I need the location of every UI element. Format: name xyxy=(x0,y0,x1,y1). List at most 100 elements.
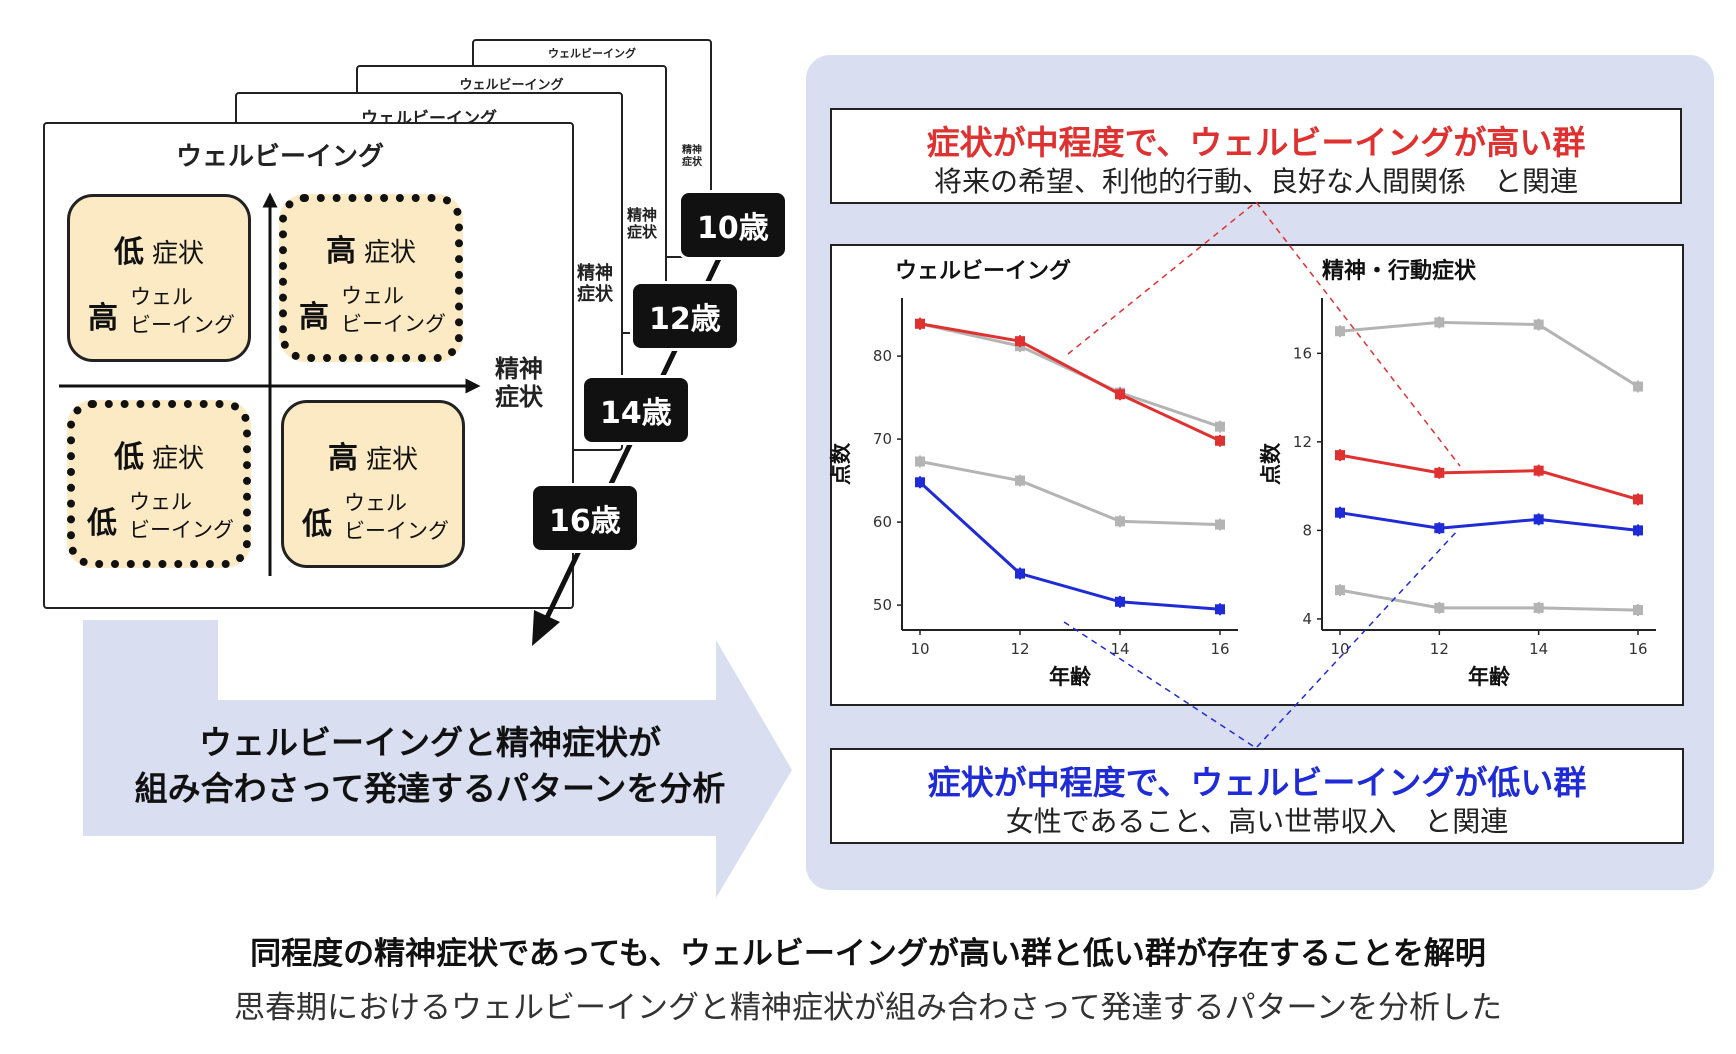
chart1-series2-point xyxy=(1434,523,1445,534)
chart0-series3-point xyxy=(1015,568,1025,579)
q-bl-symptom-word: 症状 xyxy=(151,444,204,474)
front-card-x-label: 精神 症状 xyxy=(495,355,543,411)
chart0-ytick-label: 50 xyxy=(873,596,892,614)
stacked-page-3-side: 精神 症状 xyxy=(577,263,613,305)
chart0-ytick-label: 80 xyxy=(873,347,892,365)
chart1-series1-line xyxy=(1339,453,1639,501)
chart0-series3-point xyxy=(1115,596,1125,607)
front-card: ウェルビーイング 精神 症状 低症状 高ウェル ビーイング 高症状 高ウェル ビ… xyxy=(43,122,574,609)
quadrant-axes xyxy=(59,192,481,576)
stacked-page-2-title: ウェルビーイング xyxy=(459,78,564,93)
callout-high-wellbeing: 症状が中程度で、ウェルビーイングが高い群 将来の希望、利他的行動、良好な人間関係… xyxy=(830,108,1682,204)
q-tl-wb-word: ウェル ビーイング xyxy=(130,285,235,337)
big-arrow-text-line1: ウェルビーイングと精神症状が xyxy=(199,723,661,762)
chart0-series3-line xyxy=(918,481,1221,611)
q-tl-wb-level: 高 xyxy=(88,301,118,336)
age-badge-14: 14歳 xyxy=(584,378,688,442)
q-tr-wb-level: 高 xyxy=(299,300,329,335)
chart0-series2-point xyxy=(1015,475,1025,486)
chart0-y-label: 点数 xyxy=(829,442,853,485)
q-tl-symptom-level: 低 xyxy=(113,235,144,270)
chart1-series1-point xyxy=(1533,465,1544,476)
chart1-series3-point xyxy=(1335,585,1345,596)
big-arrow xyxy=(83,620,792,898)
chart1-title: 精神・行動症状 xyxy=(1322,258,1477,284)
chart1-series3-point xyxy=(1533,602,1544,613)
q-tr-symptom-level: 高 xyxy=(325,234,356,269)
quadrant-low-symptom-low-wellbeing: 低症状 低ウェル ビーイング xyxy=(67,400,251,568)
connector-blue-dashed xyxy=(1063,529,1459,749)
callout-high-title: 症状が中程度で、ウェルビーイングが高い群 xyxy=(926,123,1586,162)
chart0-series1-point xyxy=(915,318,925,329)
chart0-xtick-label: 12 xyxy=(1010,640,1029,658)
chart1-xtick-label: 14 xyxy=(1529,640,1548,658)
chart1-series3-point xyxy=(1434,602,1445,613)
callout-low-wellbeing: 症状が中程度で、ウェルビーイングが低い群 女性であること、高い世帯収入 と関連 xyxy=(830,748,1684,844)
stacked-page-1-side: 精神 症状 xyxy=(682,145,702,168)
age-badge-10: 10歳 xyxy=(681,193,785,257)
chart1-series1-point xyxy=(1633,494,1643,505)
chart1-series0-point xyxy=(1633,381,1643,392)
chart0-series2-point xyxy=(1115,516,1125,527)
age-badge-12: 12歳 xyxy=(633,284,737,348)
q-br-symptom-level: 高 xyxy=(327,441,358,476)
chart0-series0-point xyxy=(1215,421,1225,432)
chart1-series0-point xyxy=(1335,326,1345,337)
chart1-xtick-label: 10 xyxy=(1330,640,1349,658)
q-tl-symptom-word: 症状 xyxy=(151,239,204,269)
chart1-series2-line xyxy=(1339,511,1639,532)
chart0-xtick-label: 14 xyxy=(1110,640,1129,658)
chart0-series1-point xyxy=(1215,435,1225,446)
chart1-series1-point xyxy=(1335,450,1345,461)
front-card-title: ウェルビーイング xyxy=(175,142,384,172)
chart1-series0-line xyxy=(1339,320,1639,388)
callout-low-subtitle: 女性であること、高い世帯収入 と関連 xyxy=(1005,805,1509,838)
chart1-x-label: 年齢 xyxy=(1468,665,1511,689)
chart0-series2-point xyxy=(1215,519,1225,530)
chart0-series3-point xyxy=(915,477,925,488)
chart1-series0-point xyxy=(1434,317,1445,328)
q-bl-wb-word: ウェル ビーイング xyxy=(129,490,234,542)
chart0-series2-point xyxy=(915,456,925,467)
chart1-xtick-label: 12 xyxy=(1430,640,1449,658)
chart0-series1-point xyxy=(1115,389,1125,400)
big-arrow-text-line2: 組み合わさって発達するパターンを分析 xyxy=(134,769,726,808)
chart1-y-label: 点数 xyxy=(1259,442,1283,485)
chart0-series0-line xyxy=(919,322,1221,429)
q-tr-wb-word: ウェル ビーイング xyxy=(341,284,446,336)
chart0-xtick-label: 10 xyxy=(910,640,929,658)
quadrant-high-symptom-low-wellbeing: 高症状 低ウェル ビーイング xyxy=(281,400,465,568)
quadrant-low-symptom-high-wellbeing: 低症状 高ウェル ビーイング xyxy=(67,194,251,362)
chart1-series3-line xyxy=(1339,588,1639,612)
q-br-wb-word: ウェル ビーイング xyxy=(344,491,449,543)
chart1-ytick-label: 12 xyxy=(1293,433,1312,451)
chart0-ytick-label: 70 xyxy=(873,430,892,448)
chart1-series0-point xyxy=(1533,319,1544,330)
chart0-title: ウェルビーイング xyxy=(895,258,1071,284)
stacked-page-1-title: ウェルビーイング xyxy=(548,47,636,60)
quadrant-high-symptom-high-wellbeing: 高症状 高ウェル ビーイング xyxy=(279,194,463,362)
callout-high-subtitle: 将来の希望、利他的行動、良好な人間関係 と関連 xyxy=(933,165,1578,198)
chart0-series3-point xyxy=(1215,604,1225,615)
chart0-series2-line xyxy=(919,460,1221,527)
chart1-ytick-label: 4 xyxy=(1302,610,1312,628)
chart1-series2-point xyxy=(1633,525,1643,536)
chart1-xtick-label: 16 xyxy=(1628,640,1647,658)
callout-low-title: 症状が中程度で、ウェルビーイングが低い群 xyxy=(927,763,1587,802)
chart1-series2-point xyxy=(1335,507,1345,518)
q-br-wb-level: 低 xyxy=(302,507,332,542)
chart0-xtick-label: 16 xyxy=(1210,640,1229,658)
chart1-ytick-label: 16 xyxy=(1293,344,1312,362)
chart0-x-label: 年齢 xyxy=(1049,665,1092,689)
big-arrow-text: ウェルビーイングと精神症状が 組み合わさって発達するパターンを分析 xyxy=(80,720,780,812)
chart1-series3-point xyxy=(1633,605,1643,616)
age-badge-16: 16歳 xyxy=(533,486,637,550)
stacked-page-2-side: 精神 症状 xyxy=(626,206,657,242)
chart0-ytick-label: 60 xyxy=(873,513,892,531)
caption-line1: 同程度の精神症状であっても、ウェルビーイングが高い群と低い群が存在することを解明 xyxy=(250,936,1486,972)
caption-line2: 思春期におけるウェルビーイングと精神症状が組み合わさって発達するパターンを分析し… xyxy=(234,990,1502,1026)
q-br-symptom-word: 症状 xyxy=(365,445,418,475)
q-bl-symptom-level: 低 xyxy=(113,440,144,475)
q-bl-wb-level: 低 xyxy=(87,506,117,541)
